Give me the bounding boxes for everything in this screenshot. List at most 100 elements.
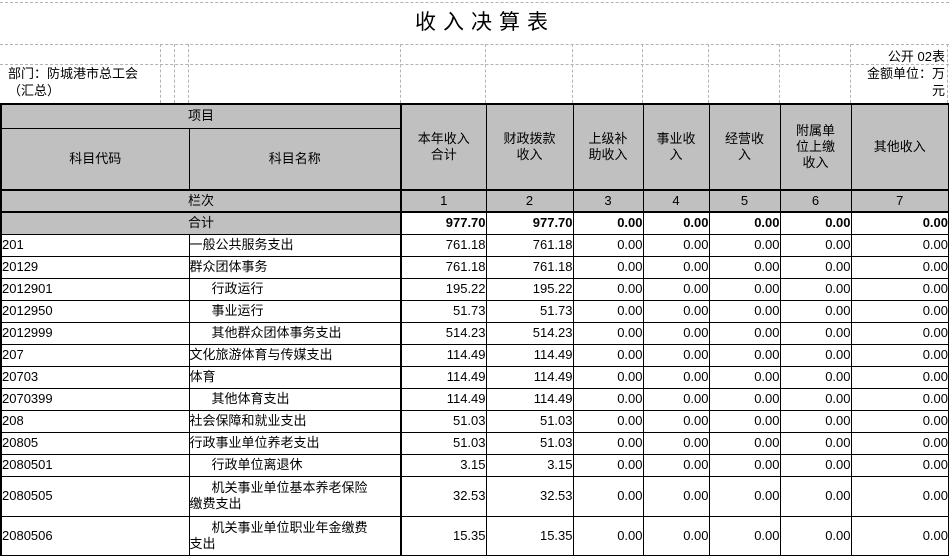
value-cell: 0.00: [642, 277, 710, 301]
subject-code-cell: 2012901: [0, 277, 190, 301]
value-cell: 0.00: [708, 233, 781, 257]
revenue-table: 项目 本年收入 合计 财政拨款 收入 上级补 助收入 事业收 入 经营收 入 附…: [0, 103, 949, 556]
gridline: [947, 44, 948, 103]
value-cell: 0.00: [779, 515, 852, 556]
page-title: 收入决算表: [415, 11, 555, 34]
value-cell: 0.00: [708, 475, 781, 517]
value-cell: 0.00: [708, 277, 781, 301]
subject-name-cell: 社会保障和就业支出: [188, 409, 402, 433]
column-index-cell: 6: [779, 189, 852, 213]
value-cell: 0.00: [708, 515, 781, 556]
table-row: 207 文化旅游体育与传媒支出 114.49 114.49 0.00 0.00 0.00 0.…: [0, 343, 949, 367]
value-cell: 0.00: [708, 365, 781, 389]
value-cell: 195.22: [400, 277, 487, 301]
value-cell: 0.00: [779, 431, 852, 455]
value-cell: 0.00: [850, 409, 949, 433]
subject-name-cell: 机关事业单位职业年金缴费 支出: [188, 515, 402, 556]
gridline: [850, 44, 851, 103]
value-cell: 514.23: [400, 321, 487, 345]
value-cell: 0.00: [850, 321, 949, 345]
subject-code-cell: 2012999: [0, 321, 190, 345]
value-cell: 51.03: [400, 431, 487, 455]
value-cell: 114.49: [400, 387, 487, 411]
value-cell: 761.18: [400, 233, 487, 257]
value-cell: 0.00: [779, 343, 852, 367]
subject-name-cell: 一般公共服务支出: [188, 233, 402, 257]
value-cell: 0.00: [779, 255, 852, 279]
subject-code-cell: 2080501: [0, 453, 190, 477]
column-header: 本年收入 合计: [400, 103, 487, 191]
value-cell: 0.00: [850, 453, 949, 477]
value-cell: 0.00: [572, 255, 644, 279]
value-cell: 0.00: [572, 387, 644, 411]
column-index-cell: 4: [642, 189, 710, 213]
column-header: 上级补 助收入: [572, 103, 644, 191]
value-cell: 114.49: [400, 365, 487, 389]
subject-name-cell: 行政单位离退休: [188, 453, 402, 477]
value-cell: 0.00: [572, 431, 644, 455]
value-cell: 195.22: [485, 277, 574, 301]
subject-name-cell: 机关事业单位基本养老保险 缴费支出: [188, 475, 402, 517]
value-cell: 0.00: [850, 475, 949, 517]
value-cell: 0.00: [850, 387, 949, 411]
column-index-cell: 3: [572, 189, 644, 213]
value-cell: 0.00: [572, 453, 644, 477]
gridline: [779, 44, 780, 103]
value-cell: 32.53: [485, 475, 574, 517]
gridline: [485, 44, 486, 103]
value-cell: 0.00: [572, 277, 644, 301]
value-cell: 0.00: [850, 233, 949, 257]
project-header: 项目: [0, 103, 402, 129]
value-cell: 0.00: [779, 475, 852, 517]
table-row: 2080505 机关事业单位基本养老保险 缴费支出 32.53 32.53 0.00 0.…: [0, 475, 949, 517]
table-row: 2080506 机关事业单位职业年金缴费 支出 15.35 15.35 0.00 0.00…: [0, 515, 949, 556]
subject-name-cell: 行政事业单位养老支出: [188, 431, 402, 455]
column-header: 附属单 位上缴 收入: [779, 103, 852, 191]
value-cell: 0.00: [642, 475, 710, 517]
subject-code-cell: 207: [0, 343, 190, 367]
gridline: [174, 44, 175, 103]
table-body: 201 一般公共服务支出 761.18 761.18 0.00 0.00 0.00 0.00 0…: [0, 233, 949, 556]
subject-code-cell: 2012950: [0, 299, 190, 323]
value-cell: 0.00: [642, 431, 710, 455]
column-index-label: 栏次: [0, 189, 402, 213]
total-value-cell: 977.70: [400, 211, 487, 235]
total-row: 合计 977.70 977.70 0.00 0.00 0.00 0.00 0.0…: [0, 211, 949, 235]
subject-code-cell: 20703: [0, 365, 190, 389]
value-cell: 0.00: [779, 365, 852, 389]
amount-unit-label: 金额单位：万元: [866, 66, 945, 98]
value-cell: 32.53: [400, 475, 487, 517]
value-cell: 0.00: [779, 387, 852, 411]
gridline: [0, 64, 949, 65]
value-cell: 0.00: [850, 343, 949, 367]
table-row: 2012950 事业运行 51.73 51.73 0.00 0.00 0.00 0.00 0.0…: [0, 299, 949, 323]
value-cell: 0.00: [779, 233, 852, 257]
value-cell: 0.00: [850, 365, 949, 389]
total-value-cell: 0.00: [850, 211, 949, 235]
gridline: [642, 44, 643, 103]
column-index-cell: 5: [708, 189, 781, 213]
total-value-cell: 0.00: [572, 211, 644, 235]
subject-code-header: 科目代码: [0, 127, 190, 191]
value-cell: 0.00: [708, 255, 781, 279]
value-cell: 0.00: [779, 453, 852, 477]
table-row: 201 一般公共服务支出 761.18 761.18 0.00 0.00 0.00 0.00 0…: [0, 233, 949, 257]
value-cell: 0.00: [850, 277, 949, 301]
department-label: 部门：防城港市总工会（汇总）: [8, 66, 139, 98]
column-header: 其他收入: [850, 103, 949, 191]
value-cell: 114.49: [485, 365, 574, 389]
subject-name-cell: 文化旅游体育与传媒支出: [188, 343, 402, 367]
value-cell: 0.00: [779, 299, 852, 323]
gridline: [188, 44, 189, 103]
value-cell: 0.00: [572, 321, 644, 345]
subject-name-header: 科目名称: [188, 127, 402, 191]
subject-code-cell: 201: [0, 233, 190, 257]
gridline: [572, 44, 573, 103]
value-cell: 0.00: [642, 343, 710, 367]
value-cell: 0.00: [708, 409, 781, 433]
subject-name-cell: 其他体育支出: [188, 387, 402, 411]
value-cell: 15.35: [400, 515, 487, 556]
subject-code-cell: 2070399: [0, 387, 190, 411]
table-row: 20805 行政事业单位养老支出 51.03 51.03 0.00 0.00 0.00 0.0…: [0, 431, 949, 455]
table-row: 20129 群众团体事务 761.18 761.18 0.00 0.00 0.00 0.00 0…: [0, 255, 949, 279]
